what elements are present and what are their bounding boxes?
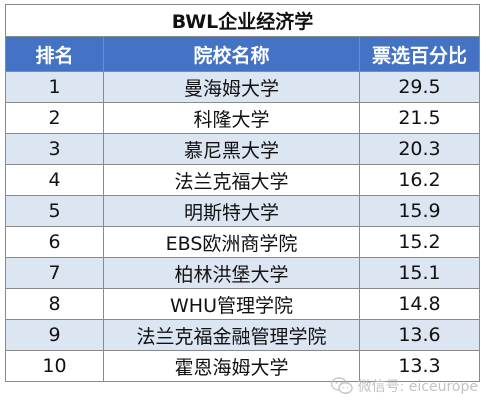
rank-cell: 7 — [5, 257, 104, 289]
rank-cell: 10 — [5, 350, 104, 382]
percent-cell: 14.8 — [358, 288, 481, 320]
header-school: 院校名称 — [103, 36, 360, 72]
rank-cell: 3 — [5, 133, 104, 165]
table-row: 2 科隆大学 21.5 — [5, 102, 481, 134]
table-row: 9 法兰克福金融管理学院 13.6 — [5, 319, 481, 351]
percent-cell: 20.3 — [358, 133, 481, 165]
table-row: 3 慕尼黑大学 20.3 — [5, 133, 481, 165]
percent-cell: 21.5 — [358, 102, 481, 134]
school-cell: 曼海姆大学 — [103, 71, 360, 103]
school-cell: 霍恩海姆大学 — [103, 350, 360, 382]
rank-cell: 8 — [5, 288, 104, 320]
rank-cell: 5 — [5, 195, 104, 227]
table-row: 8 WHU管理学院 14.8 — [5, 288, 481, 320]
table-row: 6 EBS欧洲商学院 15.2 — [5, 226, 481, 258]
percent-cell: 13.6 — [358, 319, 481, 351]
table-title: BWL企业经济学 — [4, 4, 481, 37]
table-header-row: 排名 院校名称 票选百分比 — [5, 36, 481, 72]
school-cell: EBS欧洲商学院 — [103, 226, 360, 258]
header-rank: 排名 — [5, 36, 104, 72]
school-cell: 法兰克福大学 — [103, 164, 360, 196]
ranking-table-container: BWL企业经济学 排名 院校名称 票选百分比 1 曼海姆大学 29.5 2 科隆… — [4, 4, 481, 400]
percent-cell: 29.5 — [358, 71, 481, 103]
rank-cell: 1 — [5, 71, 104, 103]
school-cell: 慕尼黑大学 — [103, 133, 360, 165]
rank-cell: 9 — [5, 319, 104, 351]
percent-cell: 16.2 — [358, 164, 481, 196]
school-cell: 明斯特大学 — [103, 195, 360, 227]
table-row: 10 霍恩海姆大学 13.3 — [5, 350, 481, 382]
percent-cell: 15.1 — [358, 257, 481, 289]
rank-cell: 4 — [5, 164, 104, 196]
rank-cell: 6 — [5, 226, 104, 258]
school-cell: 科隆大学 — [103, 102, 360, 134]
percent-cell: 15.2 — [358, 226, 481, 258]
ranking-table: BWL企业经济学 排名 院校名称 票选百分比 1 曼海姆大学 29.5 2 科隆… — [4, 4, 481, 382]
table-row: 7 柏林洪堡大学 15.1 — [5, 257, 481, 289]
header-percent: 票选百分比 — [358, 36, 481, 72]
percent-cell: 15.9 — [358, 195, 481, 227]
table-title-row: BWL企业经济学 — [4, 4, 481, 37]
table-row: 4 法兰克福大学 16.2 — [5, 164, 481, 196]
school-cell: 法兰克福金融管理学院 — [103, 319, 360, 351]
table-row: 5 明斯特大学 15.9 — [5, 195, 481, 227]
table-row: 1 曼海姆大学 29.5 — [5, 71, 481, 103]
school-cell: 柏林洪堡大学 — [103, 257, 360, 289]
school-cell: WHU管理学院 — [103, 288, 360, 320]
percent-cell: 13.3 — [358, 350, 481, 382]
rank-cell: 2 — [5, 102, 104, 134]
